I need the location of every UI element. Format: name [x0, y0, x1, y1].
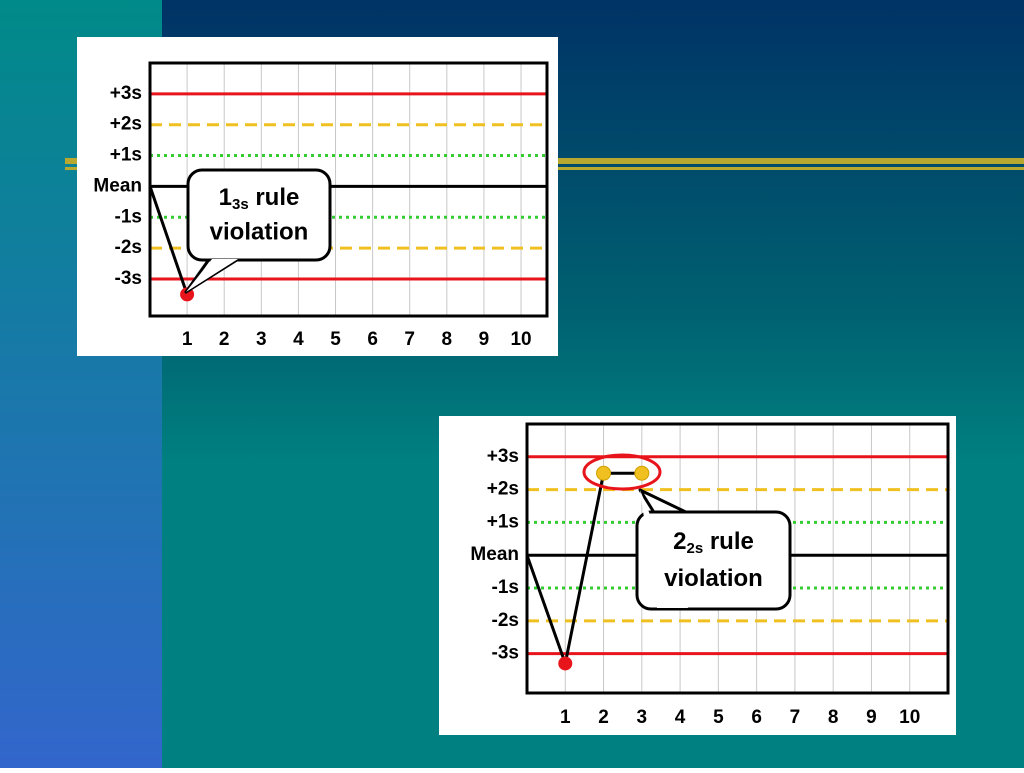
y-tick-label: -2s — [115, 237, 142, 258]
x-tick-label: 9 — [479, 329, 490, 350]
y-tick-label: -1s — [115, 206, 142, 227]
y-tick-label: +2s — [487, 479, 519, 500]
x-tick-label: 9 — [866, 707, 877, 728]
callout-text: violation — [664, 565, 763, 592]
x-tick-label: 4 — [293, 329, 304, 350]
x-tick-label: 6 — [751, 707, 762, 728]
callout — [186, 168, 332, 262]
y-tick-label: +1s — [487, 511, 519, 532]
y-tick-label: Mean — [470, 544, 519, 565]
y-tick-label: +3s — [487, 446, 519, 467]
y-tick-label: Mean — [93, 175, 142, 196]
x-tick-label: 7 — [790, 707, 801, 728]
x-tick-label: 3 — [637, 707, 648, 728]
data-point — [596, 465, 612, 481]
y-tick-label: -3s — [115, 268, 142, 289]
data-point — [180, 287, 195, 302]
y-tick-label: +2s — [110, 114, 142, 135]
x-tick-label: 4 — [675, 707, 686, 728]
y-tick-label: -1s — [492, 577, 519, 598]
x-tick-label: 8 — [828, 707, 839, 728]
y-tick-label: -2s — [492, 610, 519, 631]
x-tick-label: 10 — [510, 329, 531, 350]
callout — [640, 490, 688, 608]
callout-text: 13s rule — [219, 184, 300, 213]
x-tick-label: 7 — [404, 329, 415, 350]
callout — [186, 259, 238, 292]
callout-subscript: 2s — [686, 540, 703, 557]
x-tick-label: 10 — [899, 707, 920, 728]
y-tick-label: -3s — [492, 643, 519, 664]
callout-text: 22s rule — [673, 528, 754, 557]
x-tick-label: 1 — [182, 329, 193, 350]
x-tick-label: 2 — [598, 707, 609, 728]
highlight-ring — [582, 453, 662, 491]
callout-text: rule — [249, 184, 300, 211]
x-tick-label: 5 — [330, 329, 341, 350]
data-point — [634, 465, 650, 481]
callout-text: violation — [210, 218, 309, 245]
data-point — [558, 656, 573, 671]
x-tick-label: 5 — [713, 707, 724, 728]
y-tick-label: +3s — [110, 83, 142, 104]
x-tick-label: 3 — [256, 329, 267, 350]
callout-text: 1 — [219, 184, 232, 211]
x-tick-label: 2 — [219, 329, 230, 350]
y-tick-label: +1s — [110, 145, 142, 166]
data-line — [148, 185, 189, 295]
callout-text: 2 — [673, 528, 686, 555]
callout-text: rule — [703, 528, 754, 555]
data-line — [525, 471, 642, 670]
callout-subscript: 3s — [232, 196, 249, 213]
x-tick-label: 1 — [560, 707, 571, 728]
x-tick-label: 6 — [367, 329, 378, 350]
x-tick-label: 8 — [442, 329, 453, 350]
